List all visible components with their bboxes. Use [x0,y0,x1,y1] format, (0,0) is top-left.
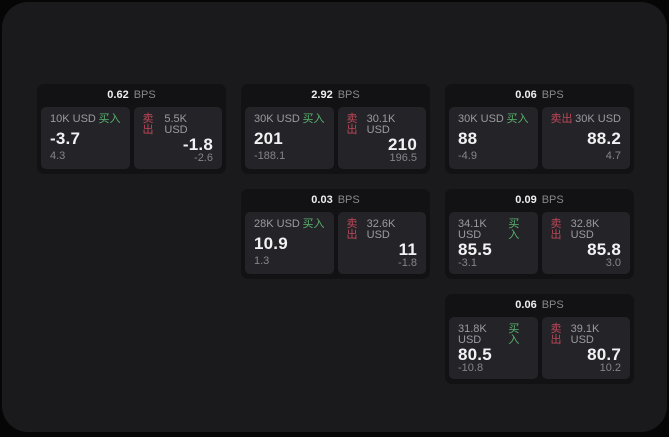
sell-tile[interactable]: 卖出 32.8K USD 85.8 3.0 [541,212,630,274]
sell-main-value: -1.8 [182,135,213,154]
card-header: 0.03 BPS [241,189,430,212]
quote-card: 0.03 BPS 28K USD 买入 10.9 1.3 卖出 32.6K US… [241,189,430,279]
sell-notional: 39.1K USD [570,323,600,346]
sell-tile[interactable]: 卖出 5.5K USD -1.8 -2.6 [133,107,222,169]
sell-sub-value: 3.0 [605,257,621,269]
quote-card: 0.62 BPS 10K USD 买入 -3.7 4.3 卖出 5.5K USD… [37,84,226,174]
sell-notional: 32.6K USD [366,218,396,241]
buy-tile[interactable]: 28K USD 买入 10.9 1.3 [245,212,334,274]
buy-main-value: 80.5 [458,345,492,364]
quote-card: 0.06 BPS 30K USD 买入 88 -4.9 卖出 30K USD 8… [445,84,634,174]
sell-sub-value: 4.7 [605,150,621,162]
sell-notional: 5.5K USD [164,113,188,136]
sell-side-label: 卖出 [550,113,573,125]
bps-unit-label: BPS [133,89,156,101]
buy-main-value: 88 [458,128,478,148]
buy-main-value: 10.9 [254,233,288,253]
buy-main-value: 201 [254,128,283,148]
buy-sub-value: 4.3 [50,150,66,162]
buy-side-label: 买入 [302,218,325,230]
bps-value: 0.62 [107,89,129,101]
sell-side-label: 卖出 [346,218,358,241]
buy-tile[interactable]: 30K USD 买入 88 -4.9 [449,107,538,169]
buy-notional: 34.1K USD [458,218,487,241]
sell-tile[interactable]: 卖出 32.6K USD 11 -1.8 [337,212,426,274]
buy-notional: 28K USD [254,218,300,230]
sell-tile[interactable]: 卖出 30K USD 88.2 4.7 [541,107,630,169]
sell-tile[interactable]: 卖出 39.1K USD 80.7 10.2 [541,317,630,379]
buy-notional: 30K USD [458,113,504,125]
sell-tile[interactable]: 卖出 30.1K USD 210 196.5 [337,107,426,169]
buy-notional: 30K USD [254,113,300,125]
card-header: 2.92 BPS [241,84,430,107]
sell-notional: 30.1K USD [366,113,396,136]
sell-sub-value: 196.5 [389,152,417,164]
sell-main-value: 11 [398,240,417,259]
bps-unit-label: BPS [541,299,564,311]
bps-unit-label: BPS [337,194,360,206]
quote-card: 2.92 BPS 30K USD 买入 201 -188.1 卖出 30.1K … [241,84,430,174]
sell-sub-value: -1.8 [398,257,417,269]
quote-card: 0.09 BPS 34.1K USD 买入 85.5 -3.1 卖出 32.8K… [445,189,634,279]
card-header: 0.06 BPS [445,84,634,107]
sell-side-label: 卖出 [346,113,358,136]
buy-side-label: 买入 [508,323,520,346]
sell-main-value: 85.8 [587,240,621,259]
sell-side-label: 卖出 [550,218,562,241]
bps-value: 0.06 [515,89,537,101]
bps-value: 0.06 [515,299,537,311]
buy-tile[interactable]: 31.8K USD 买入 80.5 -10.8 [449,317,538,379]
buy-sub-value: -4.9 [458,150,477,162]
sell-side-label: 卖出 [550,323,562,346]
buy-sub-value: -10.8 [458,362,484,374]
buy-side-label: 买入 [98,113,121,125]
bps-unit-label: BPS [541,89,564,101]
sell-notional: 32.8K USD [570,218,600,241]
buy-tile[interactable]: 30K USD 买入 201 -188.1 [245,107,334,169]
buy-tile[interactable]: 34.1K USD 买入 85.5 -3.1 [449,212,538,274]
quote-card: 0.06 BPS 31.8K USD 买入 80.5 -10.8 卖出 39.1… [445,294,634,384]
buy-sub-value: 1.3 [254,255,270,267]
card-header: 0.09 BPS [445,189,634,212]
buy-main-value: 85.5 [458,240,492,259]
sell-main-value: 210 [388,135,417,154]
sell-side-label: 卖出 [142,113,154,136]
bps-unit-label: BPS [541,194,564,206]
card-header: 0.06 BPS [445,294,634,317]
sell-main-value: 88.2 [587,128,621,148]
buy-main-value: -3.7 [50,128,81,148]
sell-sub-value: 10.2 [599,362,621,374]
bps-unit-label: BPS [337,89,360,101]
bps-value: 0.09 [515,194,537,206]
buy-side-label: 买入 [508,218,520,241]
sell-notional: 30K USD [575,113,621,125]
sell-sub-value: -2.6 [194,152,213,164]
buy-notional: 10K USD [50,113,96,125]
buy-notional: 31.8K USD [458,323,487,346]
buy-tile[interactable]: 10K USD 买入 -3.7 4.3 [41,107,130,169]
buy-sub-value: -188.1 [254,150,286,162]
bps-value: 0.03 [311,194,333,206]
bps-value: 2.92 [311,89,333,101]
buy-sub-value: -3.1 [458,257,477,269]
buy-side-label: 买入 [302,113,325,125]
card-header: 0.62 BPS [37,84,226,107]
buy-side-label: 买入 [506,113,529,125]
sell-main-value: 80.7 [587,345,621,364]
